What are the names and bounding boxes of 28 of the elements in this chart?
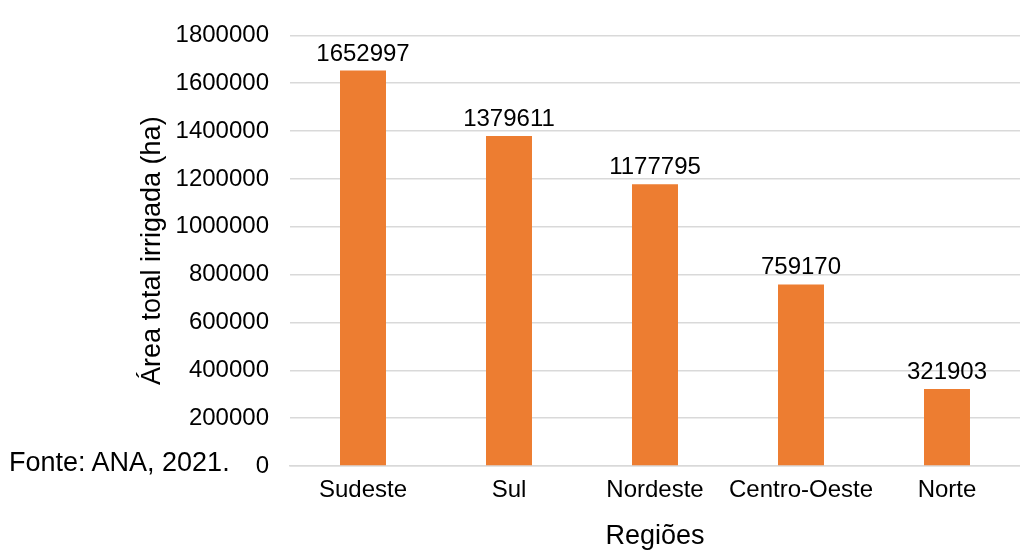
- y-axis-title: Área total irrigada (ha): [135, 116, 166, 386]
- data-label: 1379611: [463, 103, 555, 131]
- bar: [486, 135, 532, 466]
- y-tick-label: 1400000: [175, 115, 269, 143]
- data-label: 1177795: [609, 152, 701, 180]
- data-label: 321903: [906, 356, 988, 384]
- y-tick-label: 0: [255, 450, 269, 478]
- y-tick-label: 800000: [188, 259, 269, 287]
- x-tick-label: Sudeste: [318, 475, 408, 503]
- bar: [632, 184, 678, 466]
- x-tick-label: Centro-Oeste: [728, 475, 874, 503]
- x-tick-label: Nordeste: [606, 475, 704, 503]
- x-tick-label: Sul: [491, 475, 527, 503]
- y-tick-label: 1000000: [175, 211, 269, 239]
- data-label: 759170: [760, 252, 842, 280]
- bar: [924, 388, 970, 466]
- x-tick-label: Norte: [917, 475, 977, 503]
- bar: [340, 70, 386, 466]
- y-tick-label: 1800000: [175, 20, 269, 48]
- x-axis-title: Regiões: [605, 520, 705, 551]
- y-tick-label: 400000: [188, 354, 269, 382]
- data-label: 1652997: [316, 38, 410, 66]
- y-tick-label: 1200000: [175, 163, 269, 191]
- y-tick-label: 1600000: [175, 67, 269, 95]
- y-tick-label: 600000: [188, 307, 269, 335]
- bar: [778, 284, 824, 466]
- source-note: Fonte: ANA, 2021.: [9, 446, 230, 478]
- y-tick-label: 200000: [188, 402, 269, 430]
